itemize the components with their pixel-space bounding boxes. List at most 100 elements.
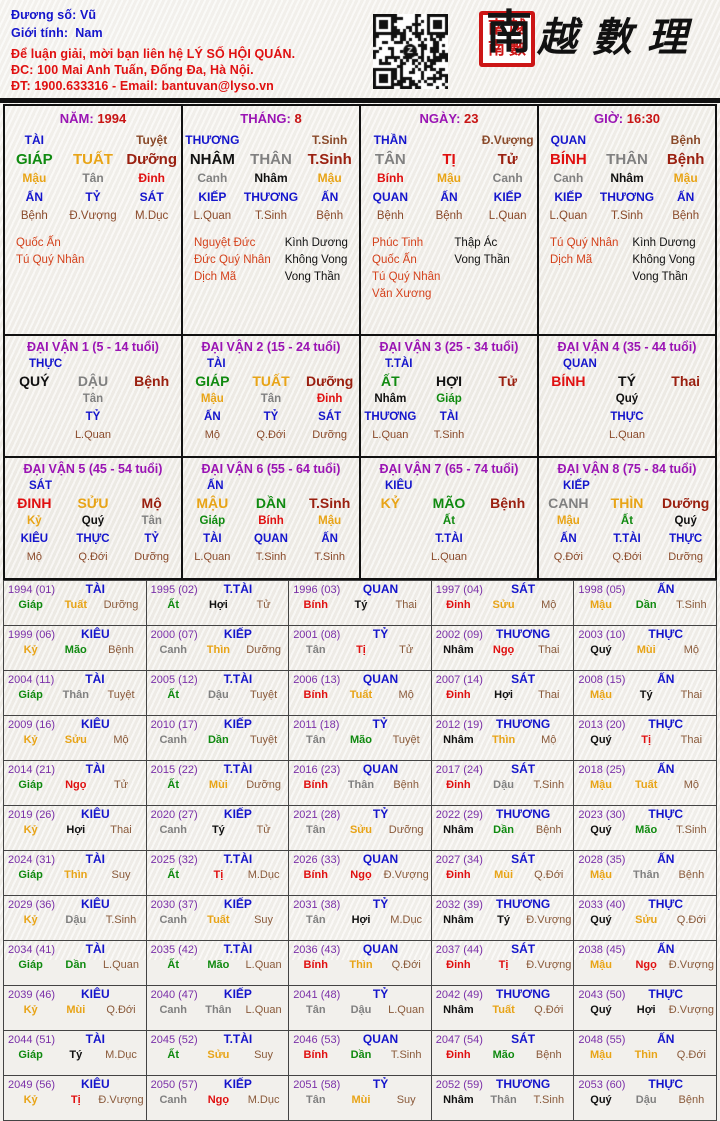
year-cell[interactable]: 2019 (26) KIÊU Kỷ Hợi Thai bbox=[3, 805, 147, 851]
year-cell[interactable]: 2034 (41) TÀI Giáp Dần L.Quan bbox=[3, 940, 147, 986]
year-cell[interactable]: 2033 (40) THỰC Quý Sửu Q.Đới bbox=[573, 895, 717, 941]
year-cell[interactable]: 1994 (01) TÀI Giáp Tuất Dưỡng bbox=[3, 580, 147, 626]
year-cell[interactable]: 2052 (59) THƯƠNG Nhâm Thân T.Sinh bbox=[430, 1075, 575, 1121]
year-life-stage: Mộ bbox=[683, 644, 700, 656]
year-cell[interactable]: 2038 (45) ẤN Mậu Ngọ Đ.Vượng bbox=[573, 940, 717, 986]
year-cell[interactable]: 2003 (10) THỰC Quý Mùi Mộ bbox=[573, 625, 717, 671]
year-cell[interactable]: 2049 (56) KIÊU Kỷ Tị Đ.Vượng bbox=[3, 1075, 147, 1121]
year-cell[interactable]: 2031 (38) TỶ Tân Hợi M.Dục bbox=[288, 895, 432, 941]
year-cell[interactable]: 2022 (29) THƯƠNG Nhâm Dần Bệnh bbox=[430, 805, 575, 851]
ten-god-hidden: TỶ bbox=[85, 411, 101, 423]
year-cell[interactable]: 2050 (57) KIẾP Canh Ngọ M.Dục bbox=[145, 1075, 290, 1121]
year-cell[interactable]: 2035 (42) T.TÀI Ất Mão L.Quan bbox=[145, 940, 290, 986]
year-cell[interactable]: 2025 (32) T.TÀI Ất Tị M.Dục bbox=[145, 850, 290, 896]
year-label: 2022 (29) bbox=[435, 809, 483, 821]
year-ten-god: ẤN bbox=[657, 1032, 675, 1046]
year-cell[interactable]: 2006 (13) QUAN Bính Tuất Mộ bbox=[288, 670, 432, 716]
year-cell[interactable]: 2010 (17) KIẾP Canh Dần Tuyệt bbox=[145, 715, 290, 761]
year-ten-god: QUAN bbox=[362, 852, 399, 866]
year-cell[interactable]: 1996 (03) QUAN Bính Tý Thai bbox=[288, 580, 432, 626]
year-cell[interactable]: 2048 (55) ẤN Mậu Thìn Q.Đới bbox=[573, 1030, 717, 1076]
year-cell[interactable]: 2015 (22) T.TÀI Ất Mùi Dưỡng bbox=[145, 760, 290, 806]
year-cell[interactable]: 2007 (14) SÁT Đinh Hợi Thai bbox=[430, 670, 575, 716]
year-cell[interactable]: 1999 (06) KIÊU Kỷ Mão Bệnh bbox=[3, 625, 147, 671]
year-cell[interactable]: 2036 (43) QUAN Bính Thìn Q.Đới bbox=[288, 940, 432, 986]
year-cell[interactable]: 2039 (46) KIÊU Kỷ Mùi Q.Đới bbox=[3, 985, 147, 1031]
ganzhi-cell: TỊ bbox=[442, 151, 456, 168]
ten-god-hidden: THƯƠNG bbox=[243, 190, 299, 204]
year-cell[interactable]: 2027 (34) SÁT Đinh Mùi Q.Đới bbox=[430, 850, 575, 896]
year-stem: Đinh bbox=[446, 689, 471, 701]
year-cell[interactable]: 2008 (15) ẤN Mậu Tý Thai bbox=[573, 670, 717, 716]
dai-van-8[interactable]: ĐẠI VẬN 8 (75 - 84 tuổi) KIẾP CANH THÌN Dưỡn… bbox=[539, 458, 715, 578]
table-row: 2039 (46) KIÊU Kỷ Mùi Q.Đới 2040 (47) KIẾP Canh… bbox=[3, 985, 717, 1031]
ganzhi-cell: Bệnh bbox=[490, 495, 526, 511]
year-cell[interactable]: 2030 (37) KIẾP Canh Tuất Suy bbox=[145, 895, 290, 941]
year-cell[interactable]: 2001 (08) TỶ Tân Tị Tử bbox=[288, 625, 432, 671]
year-life-stage: Suy bbox=[254, 914, 274, 926]
qr-code-icon[interactable] bbox=[373, 14, 448, 89]
year-cell[interactable]: 1997 (04) SÁT Đinh Sửu Mộ bbox=[430, 580, 575, 626]
year-cell[interactable]: 1995 (02) T.TÀI Ất Hợi Tử bbox=[145, 580, 290, 626]
year-cell[interactable]: 2000 (07) KIẾP Canh Thìn Dưỡng bbox=[145, 625, 290, 671]
year-cell[interactable]: 2018 (25) ẤN Mậu Tuất Mộ bbox=[573, 760, 717, 806]
year-cell[interactable]: 2020 (27) KIẾP Canh Tý Tử bbox=[145, 805, 290, 851]
year-label: 2049 (56) bbox=[8, 1079, 56, 1091]
year-cell[interactable]: 2011 (18) TỶ Tân Mão Tuyệt bbox=[288, 715, 432, 761]
year-cell[interactable]: 2005 (12) T.TÀI Ất Dậu Tuyệt bbox=[145, 670, 290, 716]
year-cell[interactable]: 2014 (21) TÀI Giáp Ngọ Tử bbox=[3, 760, 147, 806]
year-cell[interactable]: 2047 (54) SÁT Đinh Mão Bệnh bbox=[430, 1030, 575, 1076]
year-branch: Ngọ bbox=[65, 779, 87, 791]
year-cell[interactable]: 2042 (49) THƯƠNG Nhâm Tuất Q.Đới bbox=[430, 985, 575, 1031]
year-cell[interactable]: 2024 (31) TÀI Giáp Thìn Suy bbox=[3, 850, 147, 896]
year-cell[interactable]: 2037 (44) SÁT Đinh Tị Đ.Vượng bbox=[430, 940, 575, 986]
year-branch: Dậu bbox=[493, 779, 514, 791]
ganzhi-cell: TÝ bbox=[618, 373, 636, 389]
dai-van-7[interactable]: ĐẠI VẬN 7 (65 - 74 tuổi) KIÊU KỶ MÃO Bệnh Ất… bbox=[361, 458, 539, 578]
ten-god-top bbox=[420, 131, 479, 150]
ganzhi-cell: DẬU bbox=[77, 373, 109, 389]
dai-van-3[interactable]: ĐẠI VẬN 3 (25 - 34 tuổi) T.TÀI ẤT HỢI Tử Nhâm… bbox=[361, 336, 539, 456]
dai-van-5[interactable]: ĐẠI VẬN 5 (45 - 54 tuổi) SÁT ĐINH SỬU Mộ Kỷ Qu… bbox=[5, 458, 183, 578]
ganzhi-cell: T.Sinh bbox=[309, 495, 351, 511]
year-cell[interactable]: 2053 (60) THỰC Quý Dậu Bệnh bbox=[573, 1075, 717, 1121]
ten-god-top bbox=[242, 131, 301, 150]
dai-van-1[interactable]: ĐẠI VẬN 1 (5 - 14 tuổi) THỰC QUÝ DẬU Bệnh Tâ… bbox=[5, 336, 183, 456]
year-cell[interactable]: 2044 (51) TÀI Giáp Tý M.Dục bbox=[3, 1030, 147, 1076]
year-cell[interactable]: 2051 (58) TỶ Tân Mùi Suy bbox=[288, 1075, 432, 1121]
life-stage: Mộ bbox=[204, 429, 220, 441]
dai-van-6[interactable]: ĐẠI VẬN 6 (55 - 64 tuổi) ẤN MẬU DẦN T.Sinh Gi… bbox=[183, 458, 361, 578]
dai-van-4[interactable]: ĐẠI VẬN 4 (35 - 44 tuổi) QUAN BÍNH TÝ Thai Q… bbox=[539, 336, 715, 456]
year-cell[interactable]: 2009 (16) KIÊU Kỷ Sửu Mộ bbox=[3, 715, 147, 761]
ten-god-hidden: SÁT bbox=[139, 190, 164, 204]
year-cell[interactable]: 2026 (33) QUAN Bính Ngọ Đ.Vượng bbox=[288, 850, 432, 896]
year-cell[interactable]: 2023 (30) THỰC Quý Mão T.Sinh bbox=[573, 805, 717, 851]
hidden-stem: Đinh bbox=[316, 393, 343, 405]
year-ten-god: KIẾP bbox=[223, 897, 252, 911]
year-cell[interactable]: 2017 (24) SÁT Đinh Dậu T.Sinh bbox=[430, 760, 575, 806]
year-cell[interactable]: 2016 (23) QUAN Bính Thân Bệnh bbox=[288, 760, 432, 806]
ten-god-top: THƯƠNG bbox=[185, 133, 240, 147]
year-cell[interactable]: 2040 (47) KIẾP Canh Thân L.Quan bbox=[145, 985, 290, 1031]
year-ten-god: KIẾP bbox=[223, 717, 252, 731]
year-ten-god: KIÊU bbox=[81, 987, 110, 1001]
year-cell[interactable]: 2002 (09) THƯƠNG Nhâm Ngọ Thai bbox=[430, 625, 575, 671]
dai-van-2[interactable]: ĐẠI VẬN 2 (15 - 24 tuổi) TÀI GIÁP TUẤT Dưỡng… bbox=[183, 336, 361, 456]
year-cell[interactable]: 1998 (05) ẤN Mậu Dần T.Sinh bbox=[573, 580, 717, 626]
pillar-hidden-ten-gods: ẤN TỶ SÁT bbox=[5, 188, 181, 207]
year-cell[interactable]: 2012 (19) THƯƠNG Nhâm Thìn Mộ bbox=[430, 715, 575, 761]
year-life-stage: T.Sinh bbox=[676, 824, 707, 836]
year-branch: Tị bbox=[70, 1094, 81, 1106]
year-cell[interactable]: 2028 (35) ẤN Mậu Thân Bệnh bbox=[573, 850, 717, 896]
year-cell[interactable]: 2029 (36) KIÊU Kỷ Dậu T.Sinh bbox=[3, 895, 147, 941]
year-cell[interactable]: 2043 (50) THỰC Quý Hợi Đ.Vượng bbox=[573, 985, 717, 1031]
year-cell[interactable]: 2013 (20) THỰC Quý Tị Thai bbox=[573, 715, 717, 761]
year-cell[interactable]: 2045 (52) T.TÀI Ất Sửu Suy bbox=[145, 1030, 290, 1076]
year-cell[interactable]: 2041 (48) TỶ Tân Dậu L.Quan bbox=[288, 985, 432, 1031]
year-cell[interactable]: 2032 (39) THƯƠNG Nhâm Tý Đ.Vượng bbox=[430, 895, 575, 941]
year-cell[interactable]: 2046 (53) QUAN Bính Dần T.Sinh bbox=[288, 1030, 432, 1076]
year-cell[interactable]: 2021 (28) TỶ Tân Sửu Dưỡng bbox=[288, 805, 432, 851]
life-stage: Bệnh bbox=[20, 210, 48, 222]
ten-god-hidden bbox=[122, 408, 181, 426]
year-cell[interactable]: 2004 (11) TÀI Giáp Thân Tuyệt bbox=[3, 670, 147, 716]
